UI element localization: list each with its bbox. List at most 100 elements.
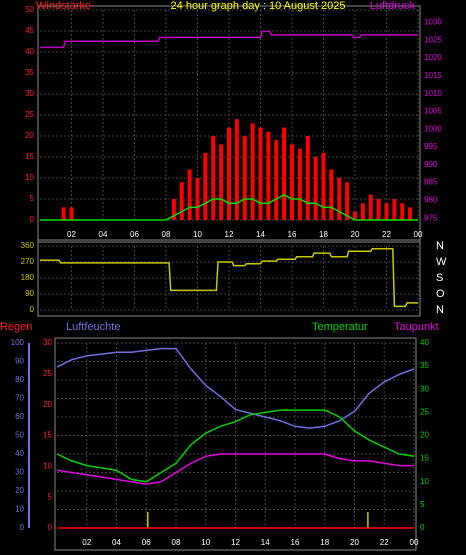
y2-tick-label: 1030 bbox=[424, 18, 442, 27]
y-tick-label: 35 bbox=[25, 68, 34, 77]
y-tick-label: 80 bbox=[15, 375, 24, 384]
y-tick-label: 360 bbox=[21, 241, 35, 250]
bar bbox=[274, 140, 279, 220]
y-tick-label: 50 bbox=[15, 431, 24, 440]
y2-tick-label: W bbox=[436, 256, 447, 268]
bar bbox=[376, 199, 381, 220]
bar bbox=[368, 194, 373, 220]
y2-axis-label: Luftdruck bbox=[370, 0, 416, 12]
y2-tick-label: 975 bbox=[424, 213, 438, 222]
y2-tick-label: S bbox=[436, 272, 443, 284]
y-tick-label: 50 bbox=[25, 5, 34, 14]
y2-tick-label: 5 bbox=[420, 500, 425, 509]
x-tick-label: 22 bbox=[382, 230, 391, 239]
y-tick-label: 30 bbox=[15, 468, 24, 477]
y-axis-label: Windstärke bbox=[36, 0, 91, 12]
bar bbox=[353, 211, 357, 220]
y2-tick-label: 30 bbox=[420, 384, 429, 393]
x-tick-label: 22 bbox=[380, 538, 389, 547]
y-tick-label: 100 bbox=[11, 338, 25, 347]
y-tick-label: 270 bbox=[21, 257, 35, 266]
x-tick-label: 02 bbox=[82, 538, 91, 547]
bar bbox=[258, 127, 263, 220]
y-tick-label: 10 bbox=[25, 173, 34, 182]
line bbox=[40, 30, 418, 49]
y2-tick-label: 1020 bbox=[424, 53, 442, 62]
y2-tick-label: 1005 bbox=[424, 107, 442, 116]
y3-tick-label: 15 bbox=[43, 431, 52, 440]
line bbox=[40, 247, 418, 308]
x-tick-label: 10 bbox=[193, 230, 202, 239]
chart-title: 24 hour graph day : 10 August 2025 bbox=[171, 0, 346, 12]
panel-frame bbox=[37, 5, 421, 243]
y2-tick-label: 980 bbox=[424, 196, 438, 205]
x-tick-label: 08 bbox=[172, 538, 181, 547]
legend-label: Regen bbox=[0, 321, 32, 333]
bar bbox=[321, 152, 326, 220]
y-tick-label: 60 bbox=[15, 412, 24, 421]
line bbox=[56, 409, 415, 483]
y-tick-label: 10 bbox=[15, 505, 24, 514]
x-tick-label: 02 bbox=[67, 230, 76, 239]
x-tick-label: 14 bbox=[261, 538, 270, 547]
y2-tick-label: 985 bbox=[424, 178, 438, 187]
y2-tick-label: O bbox=[436, 288, 445, 300]
y3-tick-label: 20 bbox=[43, 400, 52, 409]
y-tick-label: 40 bbox=[15, 449, 24, 458]
x-tick-label: 06 bbox=[142, 538, 151, 547]
y-tick-label: 25 bbox=[25, 110, 34, 119]
bar bbox=[400, 203, 405, 220]
bar bbox=[408, 207, 413, 220]
y-tick-label: 180 bbox=[21, 273, 35, 282]
bar bbox=[61, 207, 66, 220]
y2-tick-label: 10 bbox=[420, 477, 429, 486]
x-tick-label: 16 bbox=[288, 230, 297, 239]
y-tick-label: 30 bbox=[25, 89, 34, 98]
bar bbox=[242, 136, 247, 220]
y3-tick-label: 0 bbox=[48, 523, 53, 532]
y2-tick-label: 25 bbox=[420, 407, 429, 416]
bar bbox=[250, 123, 255, 220]
panel-frame bbox=[54, 337, 417, 551]
line bbox=[40, 193, 418, 221]
y2-tick-label: 1010 bbox=[424, 89, 442, 98]
bar bbox=[384, 203, 389, 220]
y3-tick-label: 30 bbox=[43, 338, 52, 347]
y-tick-label: 40 bbox=[25, 47, 34, 56]
legend-label: Taupunkt bbox=[394, 321, 439, 333]
bar bbox=[219, 144, 224, 220]
y2-tick-label: 990 bbox=[424, 160, 438, 169]
panel-frame bbox=[37, 239, 421, 317]
bar bbox=[266, 131, 271, 220]
y3-tick-label: 10 bbox=[43, 461, 52, 470]
y2-tick-label: 20 bbox=[420, 431, 429, 440]
bar bbox=[234, 119, 239, 220]
y-tick-label: 0 bbox=[30, 215, 35, 224]
legend-label: Luftfeuchte bbox=[66, 321, 120, 333]
x-tick-label: 14 bbox=[256, 230, 265, 239]
y2-tick-label: 0 bbox=[420, 523, 425, 532]
y-tick-label: 90 bbox=[25, 289, 34, 298]
y2-tick-label: 35 bbox=[420, 361, 429, 370]
x-tick-label: 20 bbox=[350, 538, 359, 547]
x-tick-label: 06 bbox=[130, 230, 139, 239]
y2-tick-label: 1025 bbox=[424, 35, 442, 44]
x-tick-label: 04 bbox=[112, 538, 121, 547]
bar bbox=[329, 169, 334, 220]
bar bbox=[297, 148, 302, 220]
bar bbox=[227, 127, 231, 220]
bar bbox=[392, 199, 397, 220]
bar bbox=[337, 178, 342, 220]
bar bbox=[345, 182, 350, 220]
y2-tick-label: 1000 bbox=[424, 124, 442, 133]
y2-tick-label: N bbox=[436, 240, 444, 252]
x-tick-label: 12 bbox=[231, 538, 240, 547]
y3-tick-label: 5 bbox=[48, 492, 53, 501]
y-tick-label: 70 bbox=[15, 394, 24, 403]
y2-tick-label: 995 bbox=[424, 142, 438, 151]
x-tick-label: 08 bbox=[162, 230, 171, 239]
bar bbox=[290, 144, 294, 220]
y-tick-label: 45 bbox=[25, 26, 34, 35]
bar bbox=[203, 152, 208, 220]
